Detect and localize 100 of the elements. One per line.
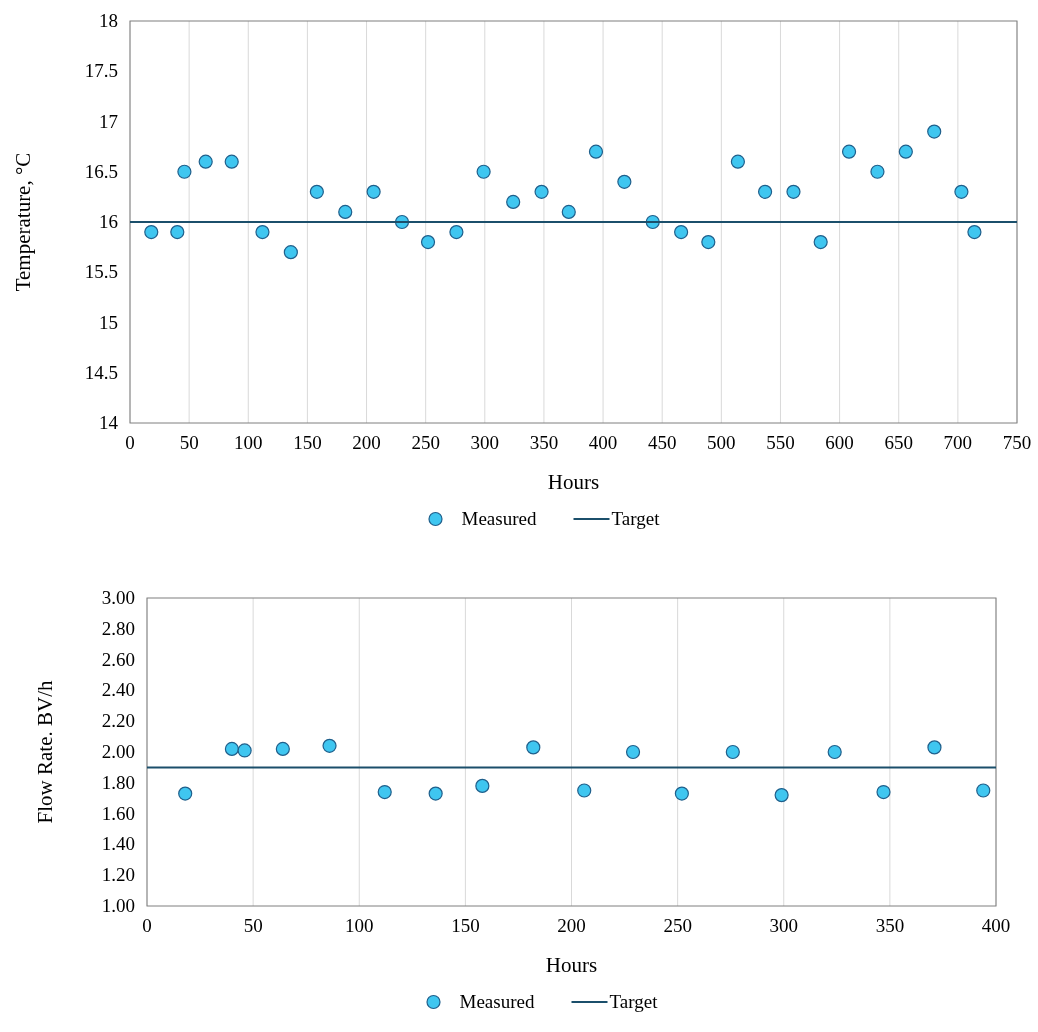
point (976, 783, 991, 798)
y-tick-label: 2.00 (101, 741, 135, 762)
point (526, 740, 541, 755)
point (725, 744, 740, 760)
point (870, 164, 885, 179)
point (927, 740, 942, 755)
point (841, 144, 857, 159)
x-tick-label: 0 (142, 915, 152, 936)
y-tick-label: 1.00 (101, 895, 135, 916)
y-tick-label: 2.40 (101, 679, 135, 701)
point (617, 174, 632, 189)
point (588, 144, 604, 159)
x-tick-label: 350 (875, 915, 905, 936)
point (144, 224, 159, 240)
x-tick-label: 300 (470, 432, 500, 453)
x-tick-label: 200 (557, 915, 586, 936)
y-tick-label: 1.80 (101, 771, 135, 793)
x-tick-label: 50 (179, 432, 199, 453)
x-tick-label: 650 (884, 432, 913, 453)
point (275, 741, 290, 757)
point (366, 184, 381, 199)
legend-label: Target (611, 508, 661, 529)
point (534, 184, 549, 199)
x-tick-label: 100 (234, 432, 263, 453)
y-tick-label: 15.5 (84, 261, 118, 283)
x-tick-label: 0 (125, 432, 135, 453)
x-tick-label: 200 (352, 432, 381, 453)
x-tick-label: 150 (293, 432, 322, 453)
point (927, 124, 942, 139)
x-tick-label: 350 (529, 432, 559, 453)
y-tick-label: 1.20 (101, 864, 135, 886)
y-tick-label: 17.5 (84, 60, 118, 82)
y-tick-label: 15 (99, 311, 118, 333)
point (898, 144, 913, 159)
y-tick-label: 2.20 (101, 710, 135, 732)
y-tick-label: 3.00 (101, 587, 135, 608)
x-tick-label: 450 (647, 432, 677, 453)
point (338, 204, 353, 220)
point (224, 741, 239, 757)
point (967, 224, 982, 240)
x-tick-label: 500 (707, 432, 736, 453)
point (813, 235, 828, 250)
point (625, 744, 641, 760)
point (224, 154, 239, 169)
x-tick-label: 700 (943, 432, 973, 453)
y-tick-label: 1.40 (101, 833, 135, 855)
point (420, 235, 436, 250)
point (475, 778, 490, 793)
y-tick-label: 18 (99, 10, 118, 31)
point (827, 744, 842, 760)
x-tick-label: 100 (345, 915, 374, 936)
point (178, 786, 193, 801)
legend-label: Target (609, 991, 659, 1012)
y-tick-label: 17 (99, 110, 118, 132)
y-tick-label: 14.5 (84, 361, 118, 383)
y-tick-label: 16 (99, 211, 118, 232)
point (377, 784, 392, 800)
point (701, 235, 716, 250)
x-tick-label: 550 (766, 432, 795, 453)
y-axis-title: Temperature, °C (11, 152, 35, 292)
point (954, 184, 969, 199)
x-tick-label: 400 (588, 432, 618, 453)
x-tick-label: 250 (411, 432, 440, 453)
point (674, 786, 689, 801)
point (774, 788, 789, 803)
x-tick-label: 300 (769, 915, 798, 936)
y-tick-label: 2.60 (101, 648, 135, 670)
point (255, 224, 270, 240)
y-axis-title: Flow Rate. BV/h (33, 680, 57, 824)
x-tick-label: 250 (663, 915, 692, 936)
point (757, 184, 773, 199)
point (198, 154, 213, 169)
x-axis-title: Hours (547, 470, 600, 494)
point (674, 224, 689, 240)
point (561, 204, 576, 220)
point (309, 184, 324, 199)
point (170, 224, 185, 240)
point (428, 786, 443, 801)
point (506, 194, 521, 209)
point (730, 154, 745, 169)
point (876, 784, 891, 800)
point (786, 184, 801, 199)
x-tick-label: 50 (243, 915, 263, 936)
point (177, 164, 192, 179)
x-tick-label: 400 (981, 915, 1011, 936)
legend-label: Measured (461, 508, 537, 529)
point (449, 224, 464, 240)
x-axis-title: Hours (545, 953, 598, 977)
point (283, 245, 298, 260)
y-tick-label: 14 (99, 412, 119, 433)
point (237, 743, 252, 758)
x-tick-label: 600 (825, 432, 854, 453)
x-tick-label: 750 (1002, 432, 1032, 453)
y-tick-label: 16.5 (84, 160, 118, 182)
point (322, 738, 337, 753)
point (577, 783, 592, 798)
y-tick-label: 2.80 (101, 617, 135, 639)
legend-label: Measured (459, 991, 535, 1012)
point (476, 164, 491, 179)
x-tick-label: 150 (451, 915, 480, 936)
